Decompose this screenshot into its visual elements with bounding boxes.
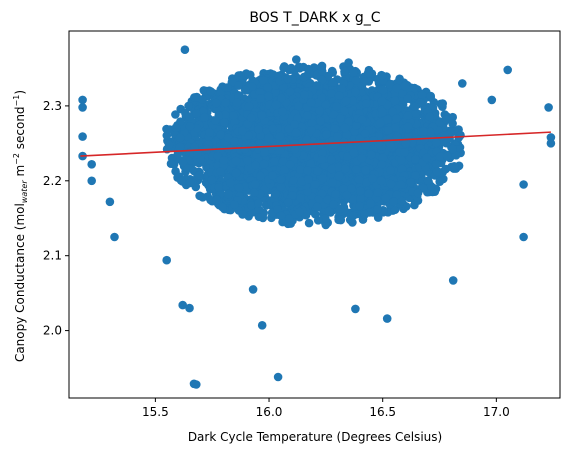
data-point — [328, 78, 338, 87]
data-point — [342, 190, 352, 200]
data-point — [383, 115, 392, 124]
data-point — [340, 67, 349, 76]
data-point — [173, 149, 183, 159]
data-point — [312, 81, 322, 90]
data-point — [432, 167, 442, 177]
data-point — [448, 119, 457, 128]
data-point — [240, 85, 250, 95]
data-point — [226, 178, 235, 188]
data-point — [238, 210, 247, 219]
data-point — [431, 159, 441, 169]
data-point — [355, 201, 364, 211]
data-point — [401, 139, 411, 148]
data-point — [195, 191, 204, 201]
data-point — [388, 107, 398, 117]
data-point — [364, 189, 374, 198]
data-point — [426, 91, 436, 101]
data-point — [385, 80, 395, 89]
data-point — [234, 81, 243, 90]
data-point — [317, 75, 327, 85]
data-point — [284, 214, 294, 223]
data-point — [218, 202, 227, 212]
data-point — [271, 88, 280, 97]
data-point — [176, 117, 185, 126]
data-point — [171, 110, 180, 119]
data-point — [373, 204, 382, 214]
data-point — [321, 100, 331, 110]
data-point — [392, 190, 402, 200]
data-point — [176, 176, 186, 185]
data-point — [390, 205, 400, 214]
data-point — [392, 83, 402, 93]
data-point — [339, 184, 348, 194]
data-point — [451, 151, 461, 160]
data-point — [411, 109, 420, 118]
data-point — [356, 193, 366, 203]
data-point — [448, 112, 458, 122]
data-point — [287, 63, 296, 73]
data-point — [215, 167, 225, 176]
data-point — [286, 87, 295, 97]
data-point — [206, 87, 216, 96]
data-point — [327, 89, 336, 98]
data-point — [348, 218, 357, 227]
data-point — [304, 218, 314, 228]
data-point — [360, 210, 370, 219]
data-point — [247, 201, 256, 210]
data-point — [206, 195, 215, 205]
data-point — [378, 85, 388, 95]
data-point — [441, 115, 451, 124]
data-point — [377, 160, 387, 169]
data-point — [307, 118, 317, 128]
data-point — [216, 130, 225, 140]
data-point — [321, 214, 330, 223]
data-point — [355, 186, 365, 196]
data-point — [449, 162, 459, 171]
data-point — [378, 153, 388, 163]
data-point — [222, 83, 232, 92]
data-point — [397, 196, 406, 206]
data-point — [247, 82, 257, 92]
data-point — [410, 83, 419, 93]
chart-title: BOS T_DARK x g_C — [249, 10, 380, 26]
data-point — [278, 217, 287, 227]
data-point — [347, 184, 356, 193]
data-point — [336, 215, 346, 225]
data-point — [175, 133, 185, 142]
data-point — [263, 83, 273, 92]
data-point — [254, 205, 264, 214]
data-point — [185, 112, 194, 121]
data-point — [363, 68, 373, 78]
data-point — [234, 91, 243, 101]
data-point — [279, 63, 288, 73]
data-point — [324, 206, 334, 216]
data-point — [435, 152, 445, 161]
data-point — [317, 92, 326, 102]
data-point — [411, 154, 420, 164]
data-point — [296, 193, 306, 203]
points-layer — [78, 45, 556, 389]
data-point — [423, 176, 433, 185]
data-point — [198, 95, 207, 104]
data-point — [184, 101, 193, 111]
data-point — [349, 211, 358, 220]
